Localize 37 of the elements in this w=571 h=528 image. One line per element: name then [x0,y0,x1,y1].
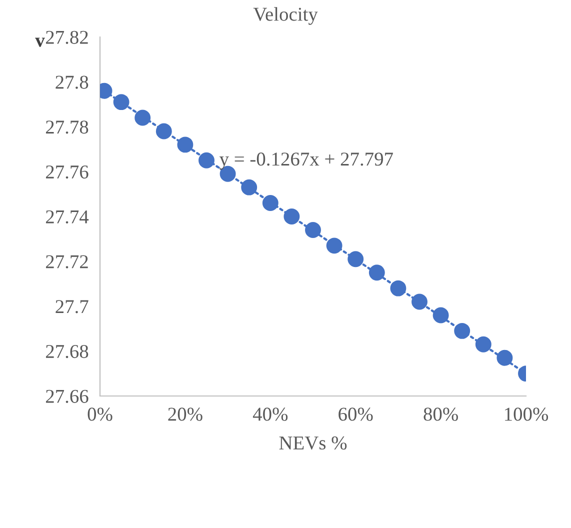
x-tick-label: 60% [338,408,373,421]
y-tick-label: 27.68 [46,344,88,358]
x-tick-label: 0% [88,408,112,421]
y-tick-label: 27.74 [46,210,89,224]
point [326,238,342,254]
point [368,264,385,281]
x-tick-label: 20% [168,408,202,421]
point [432,307,449,324]
chart-title: Velocity [253,7,318,25]
point [454,322,470,339]
point [348,251,364,268]
point [198,152,214,168]
y-tick-label: 27.8 [56,76,88,89]
x-axis-title: NEVs % [279,436,347,450]
y-tick-label: 27.76 [46,165,88,179]
y-tick-label: 27.7 [56,300,88,314]
point [284,208,300,224]
y-tick-label: 27.82 [46,30,88,44]
point [156,123,172,140]
y-tick-label: 27.72 [46,255,88,268]
point [390,280,406,296]
x-tick-label: 80% [424,408,458,421]
point [241,179,258,196]
annotation: y = -0.1267x + 27.797 [220,152,393,170]
point [134,110,151,126]
y-axis-title: v [35,38,45,47]
point [412,294,428,310]
x-tick-label: 40% [252,408,288,421]
y-tick-label: 27.78 [46,120,88,134]
x-tick-label: 100% [505,408,548,421]
point [177,136,194,153]
y-tick-label: 27.66 [46,390,88,404]
point [262,195,278,212]
point [496,350,513,366]
point [305,222,321,238]
point [475,336,492,352]
point [113,94,130,110]
